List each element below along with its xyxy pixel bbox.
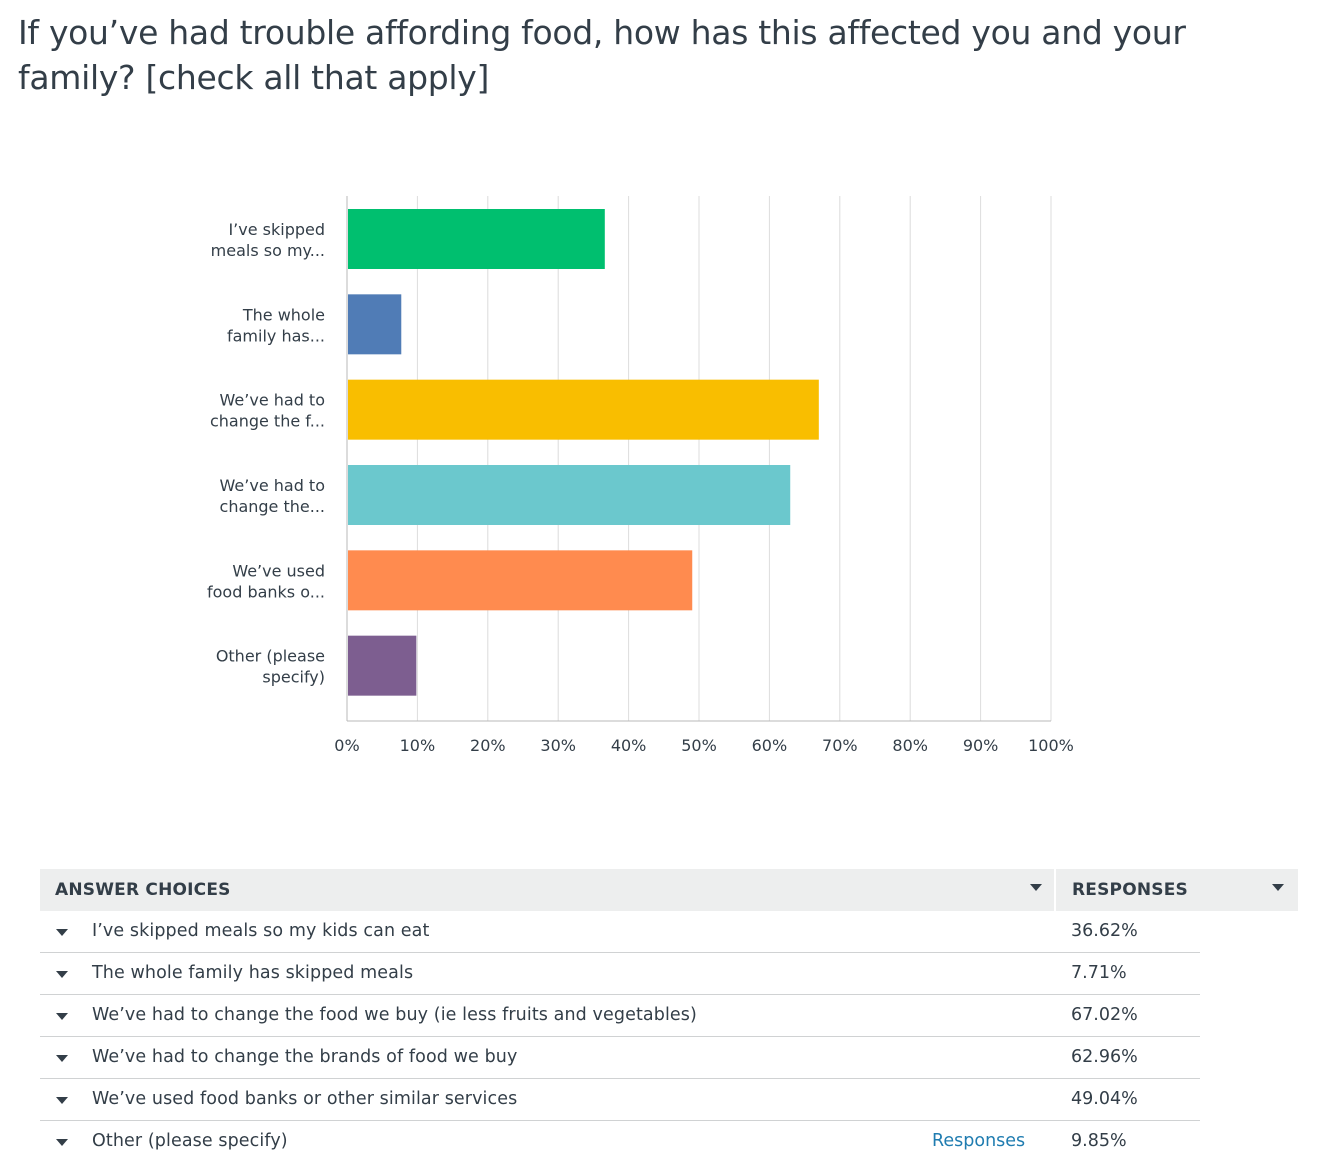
chart-gridlines [416,196,1052,721]
answer-choice-label: I’ve skipped meals so my kids can eat [92,921,430,941]
table-row: We’ve had to change the food we buy (ie … [40,995,1200,1037]
table-body: I’ve skipped meals so my kids can eat 36… [40,911,1298,1162]
expand-toggle-icon[interactable] [56,1139,68,1146]
question-title: If you’ve had trouble affording food, ho… [18,13,1186,97]
answer-choice-label: We’ve had to change the food we buy (ie … [92,1005,697,1025]
x-tick-label: 30% [540,736,576,755]
chart-bars [348,209,819,696]
bar [348,209,605,269]
responses-header[interactable]: RESPONSES [1056,869,1298,911]
response-percent: 9.85% [1071,1131,1127,1151]
x-tick-label: 90% [963,736,999,755]
answer-choices-header[interactable]: ANSWER CHOICES [40,869,1054,911]
category-label: meals so my... [211,241,325,260]
responses-header-label: RESPONSES [1072,880,1188,900]
chart-axes [346,196,1051,722]
category-label: Other (please [216,647,325,666]
bar [348,465,791,525]
response-percent: 7.71% [1071,963,1127,983]
answer-choices-header-label: ANSWER CHOICES [55,880,231,900]
expand-toggle-icon[interactable] [56,1013,68,1020]
response-percent: 67.02% [1071,1005,1138,1025]
expand-toggle-icon[interactable] [56,1055,68,1062]
category-label: change the... [220,497,325,516]
x-tick-label: 80% [892,736,928,755]
answer-choice-label: We’ve had to change the brands of food w… [92,1047,518,1067]
category-label: change the f... [210,412,325,431]
category-label: The whole [242,305,325,324]
x-tick-label: 50% [681,736,717,755]
table-row: The whole family has skipped meals 7.71% [40,953,1200,995]
sort-dropdown-icon[interactable] [1272,884,1284,891]
response-percent: 62.96% [1071,1047,1138,1067]
category-label: family has... [227,326,325,345]
bar-chart: 0% 10% 20% 30% 40% 50% 60% 70% 80% 90% 100% I’ve sk… [207,196,1074,755]
answer-choice-label: Other (please specify) [92,1131,288,1151]
results-table: ANSWER CHOICES RESPONSES I’ve skipped me… [40,869,1298,1162]
response-percent: 36.62% [1071,921,1138,941]
x-tick-label: 0% [334,736,359,755]
answer-choice-label: The whole family has skipped meals [92,963,414,983]
bar [348,635,417,696]
other-responses-link[interactable]: Responses [932,1131,1026,1151]
table-row: I’ve skipped meals so my kids can eat 36… [40,911,1200,953]
x-tick-label: 20% [470,736,506,755]
expand-toggle-icon[interactable] [56,1097,68,1104]
x-tick-label: 100% [1028,736,1074,755]
category-label: food banks o... [207,582,325,601]
x-tick-label: 60% [752,736,788,755]
x-tick-label: 10% [400,736,436,755]
table-header: ANSWER CHOICES RESPONSES [40,869,1298,911]
category-label: We’ve had to [220,476,325,495]
expand-toggle-icon[interactable] [56,971,68,978]
bar [348,294,402,355]
response-percent: 49.04% [1071,1089,1138,1109]
category-label: specify) [262,668,325,687]
category-label: I’ve skipped [228,220,325,239]
table-row: Other (please specify) Responses 9.85% [40,1121,1200,1162]
table-row: We’ve used food banks or other similar s… [40,1079,1200,1121]
chart-labels: 0% 10% 20% 30% 40% 50% 60% 70% 80% 90% 100% I’ve sk… [207,220,1074,755]
x-tick-label: 70% [822,736,858,755]
bar [348,550,693,611]
answer-choice-label: We’ve used food banks or other similar s… [92,1089,518,1109]
category-label: We’ve used [232,561,325,580]
bar [348,379,819,440]
expand-toggle-icon[interactable] [56,929,68,936]
category-label: We’ve had to [220,391,325,410]
x-tick-label: 40% [611,736,647,755]
sort-dropdown-icon[interactable] [1030,884,1042,891]
table-row: We’ve had to change the brands of food w… [40,1037,1200,1079]
